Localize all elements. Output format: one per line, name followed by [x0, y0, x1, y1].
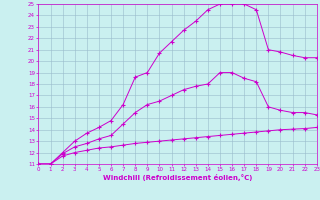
X-axis label: Windchill (Refroidissement éolien,°C): Windchill (Refroidissement éolien,°C): [103, 174, 252, 181]
